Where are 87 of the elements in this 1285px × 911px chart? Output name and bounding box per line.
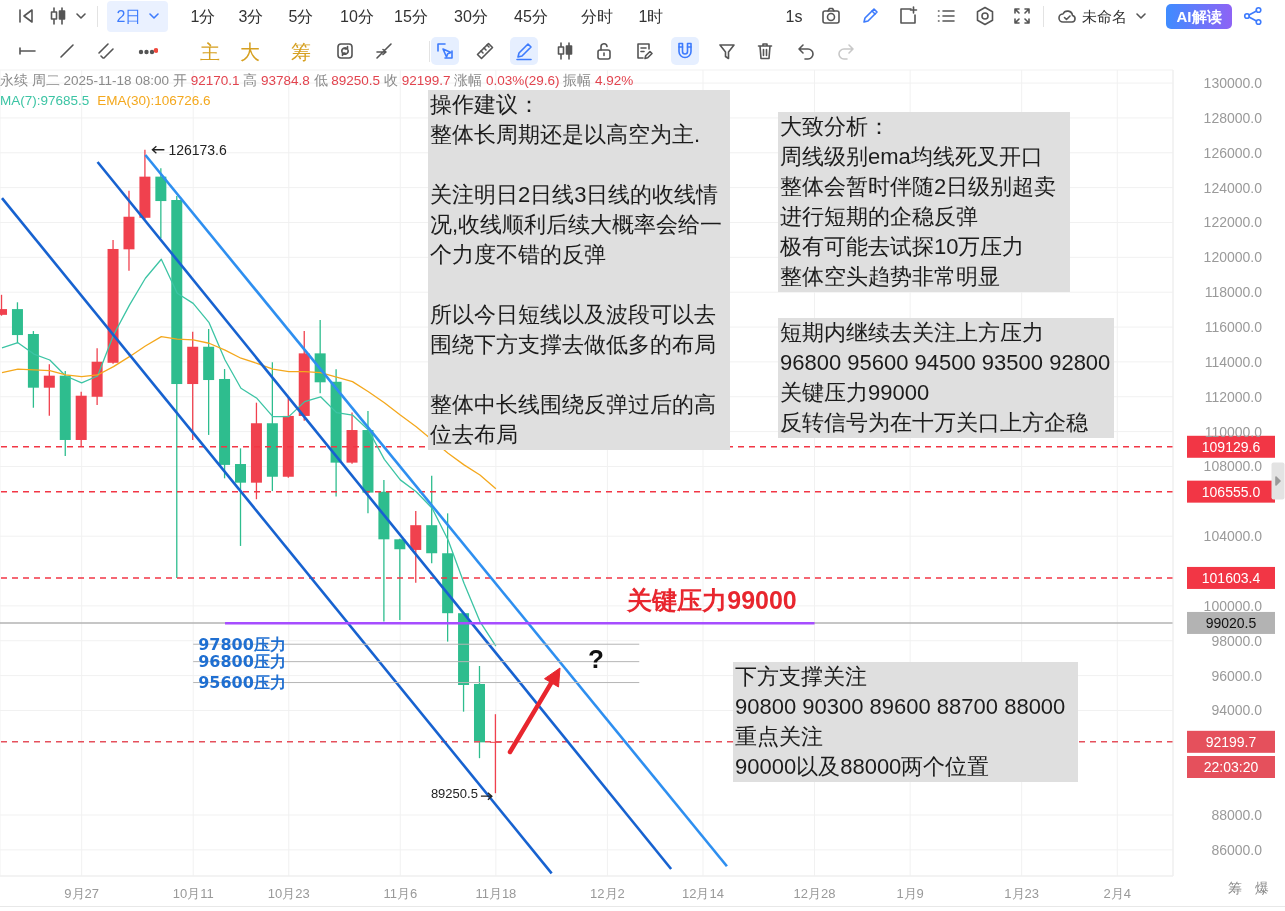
y-tick-label: 86000.0 — [1211, 841, 1263, 858]
annotation: 进行短期的企稳反弹 — [780, 203, 979, 231]
x-tick-label: 11月6 — [383, 885, 418, 901]
annotation: 关注明日2日线3日线的收线情况,收线顺利后续大概率会给一个力度不错的反弹 — [430, 181, 724, 269]
text: 分时 — [581, 7, 613, 27]
x-tick-label: 10月23 — [267, 885, 310, 901]
y-tick-label: 110000.0 — [1204, 423, 1263, 440]
y-tick-label: 122000.0 — [1203, 214, 1263, 231]
annotation: 整体会暂时伴随2日级别超卖 — [780, 173, 1058, 201]
text: 45分 — [514, 7, 548, 27]
annotation: 下方支撑关注 — [735, 663, 868, 691]
y-tick-label: 88000.0 — [1211, 807, 1263, 824]
annotation: 所以今日短线以及波段可以去围绕下方支撑去做低多的布局 — [430, 301, 717, 359]
text: 1分 — [190, 7, 216, 27]
text: 5分 — [288, 7, 314, 27]
candlestick — [43, 363, 55, 417]
annotation: 整体中长线围绕反弹过后的高位去布局 — [430, 391, 717, 449]
y-tick-label: 130000.0 — [1203, 75, 1263, 92]
text: 10分 — [340, 7, 374, 27]
x-tick-label: 1月9 — [896, 885, 924, 901]
annotation: 反转信号为在十万关口上方企稳 — [780, 409, 1089, 437]
text: 筹 — [1228, 879, 1242, 897]
y-tick-label: 100000.0 — [1203, 597, 1263, 614]
text: EMA(30):106726.6 — [97, 93, 211, 108]
text: 永续 周二 2025-11-18 08:00 开 92170.1 高 93784.8 低 89250.5 收 92199.7 涨幅 0.03%(29.6) 振幅 4.92% — [0, 73, 634, 88]
y-tick-label: 98000.0 — [1211, 632, 1263, 649]
text: 3分 — [238, 7, 264, 27]
series-label: 96800压力 — [198, 652, 286, 672]
line-series — [1, 335, 497, 490]
x-tick-label: 10月11 — [172, 885, 214, 901]
y-tick-label: 94000.0 — [1211, 702, 1263, 719]
x-tick-label: 12月2 — [590, 885, 625, 901]
y-tick-label: 118000.0 — [1204, 284, 1263, 301]
text: 主 — [200, 40, 220, 64]
annotation: ? — [588, 644, 604, 675]
annotation: 90000以及88000两个位置 — [735, 753, 991, 781]
series-label: 95600压力 — [198, 673, 286, 693]
y-tick-label: 126000.0 — [1203, 144, 1263, 161]
annotation: 操作建议： — [430, 91, 541, 119]
x-tick-label: 12月28 — [793, 885, 836, 901]
annotation: 周线级别ema均线死叉开口 — [780, 143, 1044, 171]
text: 2日 — [116, 7, 142, 27]
text: 爆 — [1255, 879, 1269, 897]
annotation: 大致分析： — [780, 113, 891, 141]
annotation: 126173.6 — [168, 141, 227, 158]
annotation: 整体长周期还是以高空为主. — [430, 121, 702, 149]
annotation: 重点关注 — [735, 723, 824, 751]
y-tick-label: 120000.0 — [1203, 249, 1263, 266]
y-tick-label: 104000.0 — [1203, 528, 1263, 545]
y-tick-label: 96000.0 — [1211, 667, 1263, 684]
x-tick-label: 1月23 — [1004, 885, 1039, 901]
y-tick-label: 116000.0 — [1204, 319, 1263, 336]
annotation: 96800 95600 94500 93500 92800 — [780, 349, 1112, 377]
text: 15分 — [394, 7, 428, 27]
ref-line-label: 92199.7 — [1205, 733, 1257, 750]
y-tick-label: 114000.0 — [1204, 353, 1263, 370]
ref-line-label: 109129.6 — [1201, 438, 1261, 455]
text: 筹 — [291, 40, 311, 64]
y-tick-label: 124000.0 — [1203, 179, 1263, 196]
annotation: 89250.5 — [430, 785, 478, 801]
text: MA(7):97685.5 — [0, 93, 90, 108]
ref-line-label: 99020.5 — [1205, 614, 1257, 631]
y-tick-label: 112000.0 — [1204, 388, 1263, 405]
x-tick-label: 2月4 — [1103, 885, 1131, 901]
series-label: 97800压力 — [198, 634, 286, 654]
x-tick-label: 12月14 — [682, 885, 724, 901]
ref-line-label: 106555.0 — [1201, 483, 1261, 500]
annotation: 90800 90300 89600 88700 88000 — [735, 693, 1067, 721]
text: AI解读 — [1166, 3, 1232, 29]
x-tick-label: 11月18 — [475, 885, 517, 901]
text: 大 — [240, 40, 260, 64]
annotation: 关键压力99000 — [780, 379, 931, 407]
annotation: 整体空头趋势非常明显 — [780, 263, 1001, 291]
y-tick-label: 128000.0 — [1203, 109, 1263, 126]
candlestick — [235, 447, 247, 547]
ref-line-label: 101603.4 — [1201, 569, 1261, 586]
text: 22:03:20 — [1187, 756, 1275, 778]
annotation: 关键压力99000 — [627, 585, 797, 615]
text: 未命名 — [1081, 8, 1127, 26]
candlestick — [394, 538, 406, 621]
annotation: 极有可能去试探10万压力 — [780, 233, 1026, 261]
x-tick-label: 9月27 — [64, 885, 99, 901]
text: 30分 — [454, 7, 488, 27]
y-tick-label: 108000.0 — [1203, 458, 1263, 475]
text: 1s — [785, 7, 803, 27]
annotation: 短期内继续去关注上方压力 — [780, 319, 1045, 347]
text: 1时 — [638, 7, 664, 27]
